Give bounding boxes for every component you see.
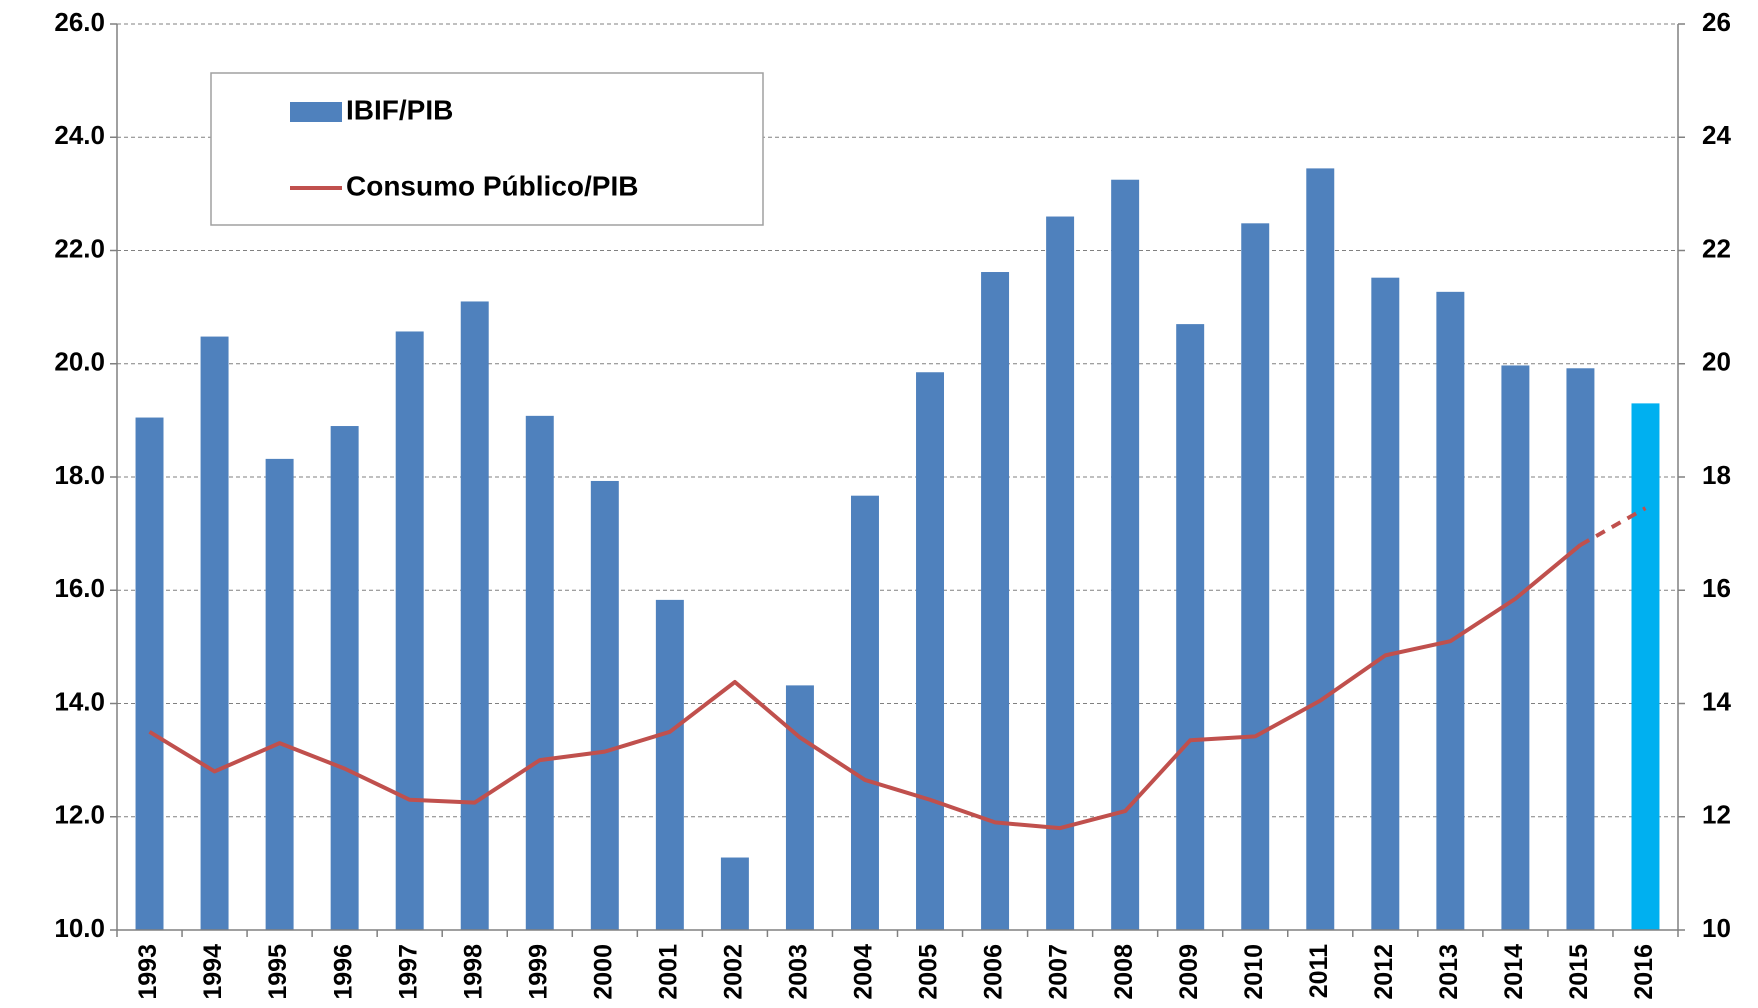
y-tick-label: 20.0 [54, 347, 105, 377]
bar [1176, 324, 1205, 930]
x-tick-label: 2004 [850, 944, 878, 1000]
bar [850, 495, 879, 930]
x-tick-label: 1995 [264, 944, 292, 1000]
line [148, 543, 1582, 831]
y-tick-label: 24.0 [54, 120, 105, 150]
bar [1111, 179, 1140, 930]
bar [981, 272, 1010, 931]
bar [785, 685, 814, 930]
bar [916, 372, 945, 930]
bar [720, 857, 749, 930]
x-tick-label: 2012 [1370, 944, 1398, 1000]
bar [1046, 216, 1075, 930]
legend-swatch [290, 102, 342, 122]
bar [265, 458, 294, 930]
x-tick-label: 1993 [134, 944, 162, 1000]
y-tick-label: 10.0 [54, 913, 105, 943]
bar [1241, 223, 1270, 930]
legend-box [210, 72, 764, 226]
x-tick-label: 2007 [1045, 944, 1073, 1000]
x-tick-label: 1997 [394, 944, 422, 1000]
x-tick-label: 2011 [1305, 944, 1333, 998]
x-tick-label: 1994 [199, 944, 227, 1000]
x-tick-label: 2002 [720, 944, 748, 1000]
x-tick-label: 2003 [785, 944, 813, 1000]
legend-label: IBIF/PIB [346, 94, 453, 125]
x-tick-label: 2013 [1435, 944, 1463, 1000]
y-tick-label: 14.0 [54, 686, 105, 716]
line-projected [1579, 506, 1647, 547]
bar [200, 336, 229, 930]
axes: 10.0 12.0 14.0 16.0 18.0 20.0 22.0 24.0 26.0 10 12… [54, 7, 1731, 1000]
y-tick-label: 26.0 [54, 7, 105, 37]
y2-tick-label: 12 [1702, 800, 1731, 830]
x-tick-label: 2016 [1630, 944, 1658, 1000]
bar [1371, 277, 1400, 930]
x-tick-label: 1999 [524, 944, 552, 1000]
x-tick-label: 2006 [980, 944, 1008, 1000]
bar [395, 331, 424, 930]
y2-tick-label: 24 [1702, 120, 1731, 150]
legend: IBIF/PIB Consumo Público/PIB [210, 72, 764, 226]
bar [590, 480, 619, 930]
y2-tick-label: 16 [1702, 573, 1731, 603]
bar [460, 301, 489, 930]
y-tick-label: 22.0 [54, 233, 105, 263]
x-tick-label: 2010 [1240, 944, 1268, 1000]
bar [1306, 168, 1335, 931]
x-tick-label: 2001 [654, 944, 682, 1000]
y2-tick-label: 10 [1702, 913, 1731, 943]
bar [330, 426, 359, 930]
bar [1631, 403, 1660, 930]
lines [148, 506, 1647, 831]
legend-label: Consumo Público/PIB [346, 170, 638, 201]
bar [1436, 291, 1465, 930]
y-tick-label: 12.0 [54, 800, 105, 830]
x-tick-label: 1998 [459, 944, 487, 1000]
x-tick-label: 2008 [1110, 944, 1138, 1000]
bar [135, 417, 164, 930]
bar [655, 599, 684, 930]
x-tick-label: 2000 [589, 944, 617, 1000]
y2-tick-label: 22 [1702, 233, 1731, 263]
bar [525, 415, 554, 931]
x-tick-label: 2009 [1175, 944, 1203, 1000]
bar [1501, 365, 1530, 931]
y2-tick-label: 18 [1702, 460, 1731, 490]
bar [1566, 368, 1595, 930]
y2-tick-label: 14 [1702, 686, 1731, 716]
y-tick-label: 16.0 [54, 573, 105, 603]
x-tick-label: 2014 [1500, 944, 1528, 1000]
y2-tick-label: 26 [1702, 7, 1731, 37]
x-tick-label: 1996 [329, 944, 357, 1000]
x-tick-label: 2005 [915, 944, 943, 1000]
y-tick-label: 18.0 [54, 460, 105, 490]
y2-tick-label: 20 [1702, 347, 1731, 377]
bars [135, 168, 1660, 931]
x-tick-label: 2015 [1565, 944, 1593, 1000]
